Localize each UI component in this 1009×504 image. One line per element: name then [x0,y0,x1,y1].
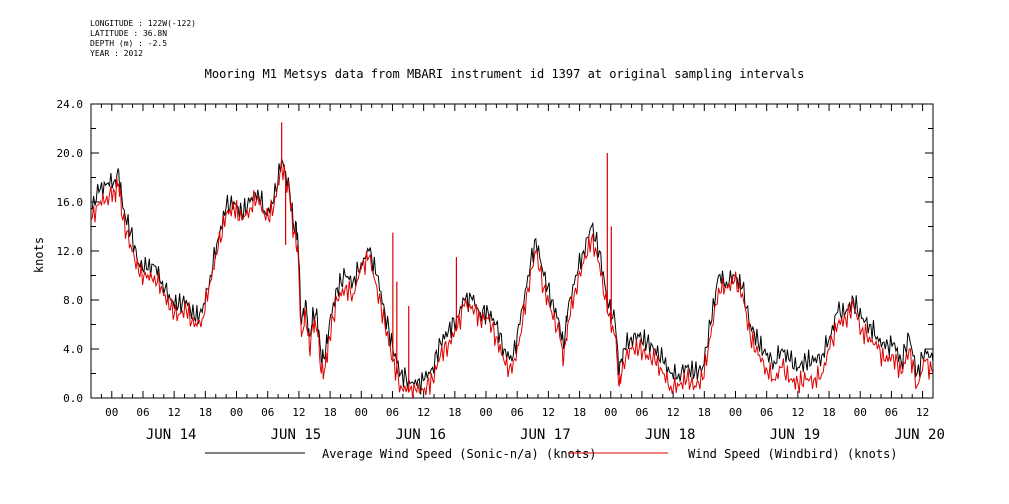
y-tick-label: 12.0 [57,245,84,258]
x-tick-label: 12 [292,406,305,419]
y-tick-label: 0.0 [63,392,83,405]
depth-text: DEPTH (m) : -2.5 [90,39,168,48]
legend: Average Wind Speed (Sonic-n/a) (knots) Wi… [205,447,898,461]
latitude-text: LATITUDE : 36.8N [90,29,168,38]
x-tick-label: 18 [698,406,711,419]
x-tick-label: 00 [479,406,492,419]
y-tick-label: 16.0 [57,196,84,209]
x-tick-label: 06 [635,406,648,419]
x-tick-label: 12 [417,406,430,419]
year-text: YEAR : 2012 [90,49,143,58]
x-tick-label: 00 [604,406,617,419]
x-tick-label: 18 [448,406,461,419]
x-tick-label: 12 [666,406,679,419]
legend-label-average-wind: Average Wind Speed (Sonic-n/a) (knots) [322,447,597,461]
x-tick-label: 00 [355,406,368,419]
metadata-block: LONGITUDE : 122W(-122) LATITUDE : 36.8N DE… [90,19,196,59]
y-axis-label: knots [32,237,46,273]
series-line [90,163,934,399]
y-tick-label: 8.0 [63,294,83,307]
x-tick-label: 00 [729,406,742,419]
x-day-label: JUN 17 [520,427,571,443]
y-tick-label: 4.0 [63,343,83,356]
x-day-label: JUN 15 [271,427,322,443]
x-tick-label: 18 [822,406,835,419]
series-line [90,158,934,395]
x-tick-label: 06 [386,406,399,419]
legend-label-windbird: Wind Speed (Windbird) (knots) [688,447,898,461]
x-tick-label: 12 [916,406,929,419]
x-tick-label: 18 [199,406,212,419]
x-tick-label: 00 [230,406,243,419]
x-tick-label: 18 [323,406,336,419]
y-tick-label: 20.0 [57,147,84,160]
y-tick-label: 24.0 [57,98,84,111]
x-axis-ticks: 00 06 12 18 00 06 12 18 00 06 12 18 00 06 12 18 00 06 12 18… [90,104,945,443]
x-day-label: JUN 18 [645,427,696,443]
x-day-label: JUN 14 [146,427,197,443]
x-day-label: JUN 16 [395,427,446,443]
longitude-text: LONGITUDE : 122W(-122) [90,19,196,28]
chart-title: Mooring M1 Metsys data from MBARI instru… [204,67,805,81]
x-day-label: JUN 19 [770,427,821,443]
x-tick-label: 12 [542,406,555,419]
plot-area [90,122,934,399]
x-tick-label: 06 [760,406,773,419]
x-tick-label: 00 [854,406,867,419]
x-day-label: JUN 20 [894,427,945,443]
x-tick-label: 00 [105,406,118,419]
y-axis-ticks: 0.0 4.0 8.0 12.0 16.0 20.0 24.0 [57,98,933,405]
x-tick-label: 18 [573,406,586,419]
x-tick-label: 06 [885,406,898,419]
x-tick-label: 06 [261,406,274,419]
x-tick-label: 12 [791,406,804,419]
x-tick-label: 12 [168,406,181,419]
x-tick-label: 06 [511,406,524,419]
x-tick-label: 06 [136,406,149,419]
